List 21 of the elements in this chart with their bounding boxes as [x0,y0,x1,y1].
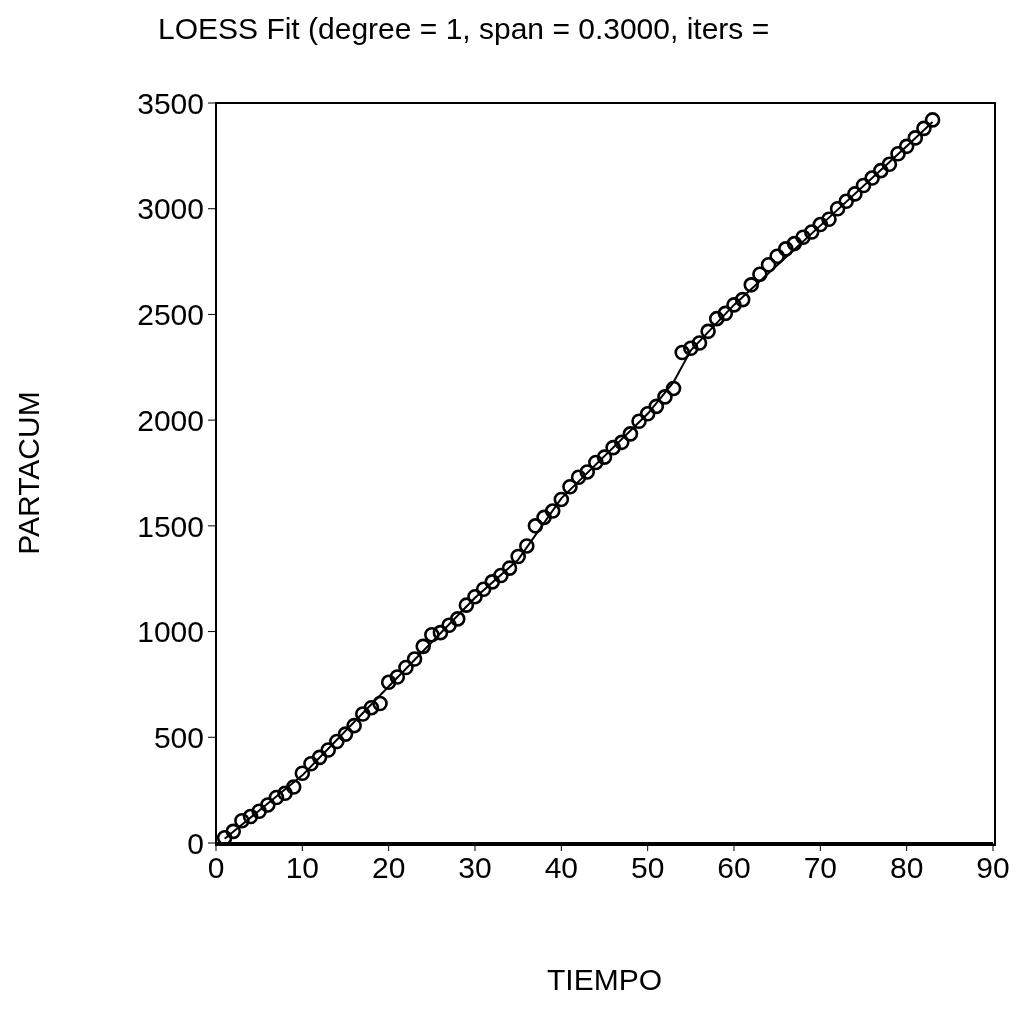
y-tick-label: 3500 [137,86,204,120]
y-tick-label: 2000 [137,403,204,437]
x-tick-label: 80 [889,851,924,885]
x-tick-label: 70 [803,851,838,885]
x-tick-label: 30 [458,851,492,885]
x-tick-label: 0 [207,851,225,885]
x-tick-label: 10 [285,851,320,885]
y-tick-label: 3000 [137,192,204,226]
x-tick-label: 60 [717,851,751,885]
x-tick-label: 20 [371,851,406,885]
y-tick-label: 1500 [137,509,204,543]
y-tick-label: 1000 [137,615,204,649]
chart-title: LOESS Fit (degree = 1, span = 0.3000, iters = [158,12,770,46]
y-tick-label: 2500 [137,298,204,332]
y-tick-label: 0 [187,826,204,860]
x-tick-label: 50 [630,851,665,885]
y-axis-title: PARTACUM [11,391,45,555]
x-axis-title: TIEMPO [546,963,663,996]
x-tick-label: 40 [544,851,579,885]
x-tick-label: 90 [976,851,1010,885]
y-tick-label: 500 [153,720,204,754]
